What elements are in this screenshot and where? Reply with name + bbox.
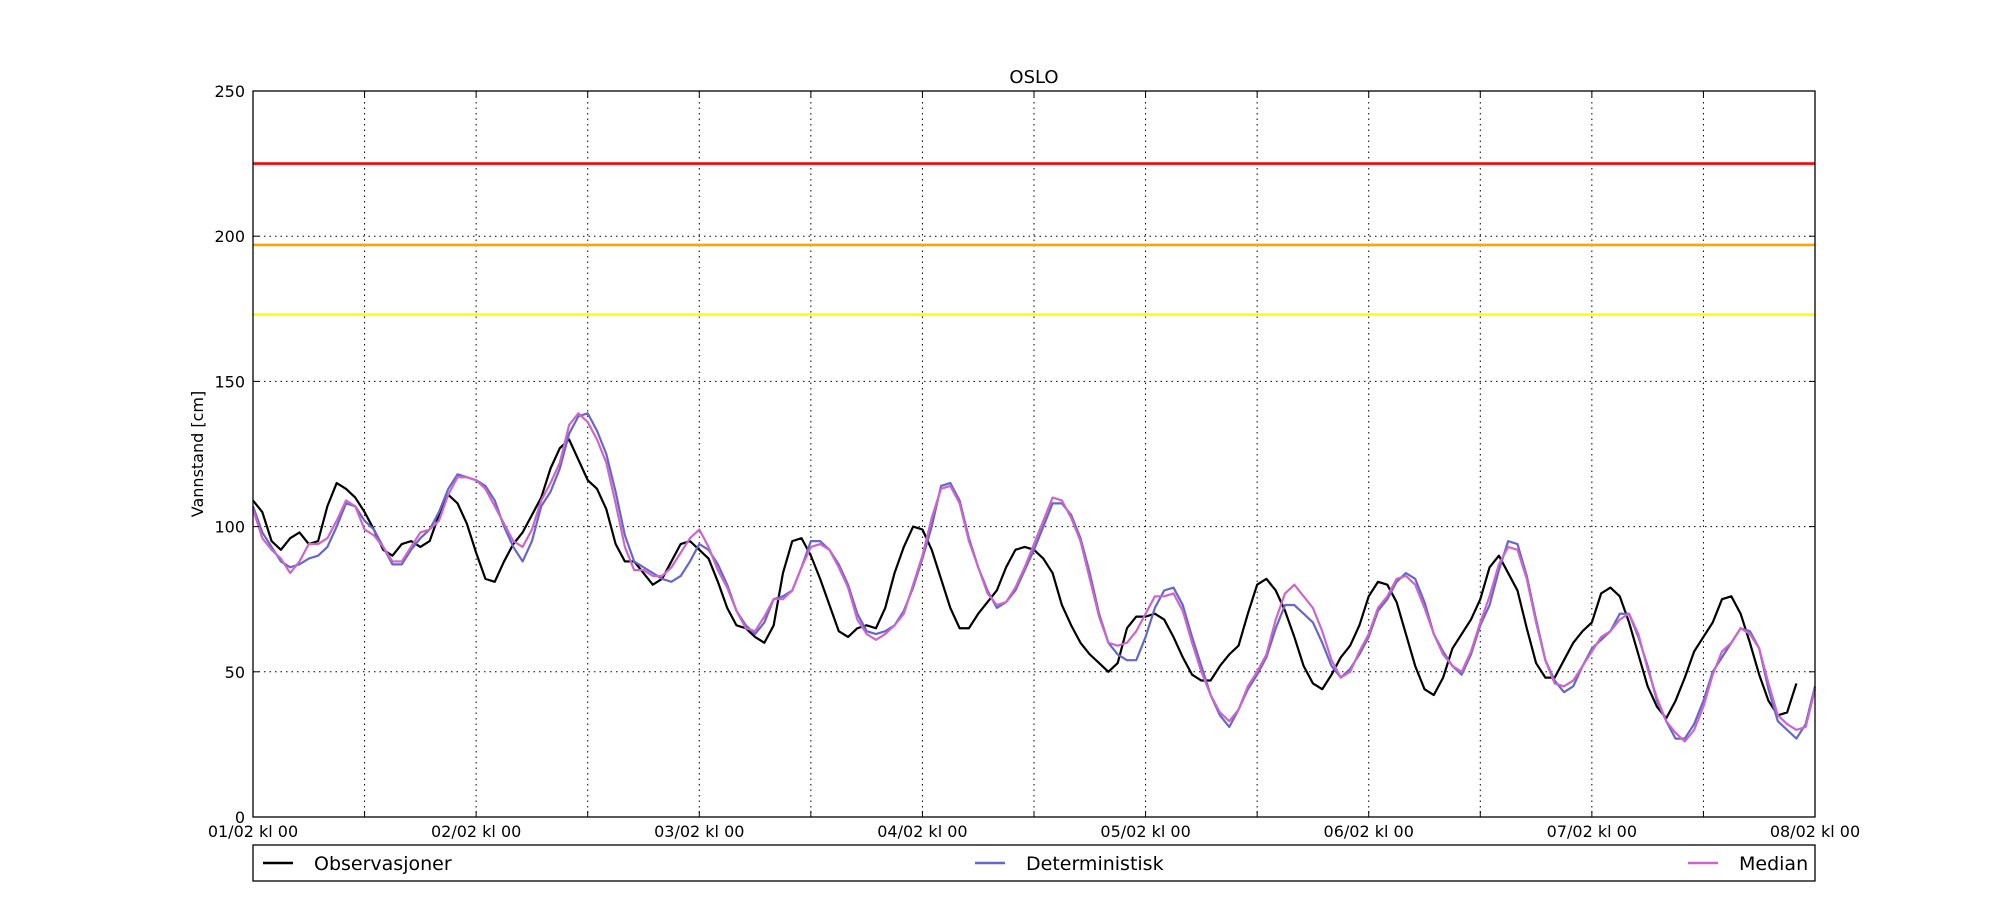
grid-lines [253, 91, 1815, 817]
series-lines [251, 412, 1817, 743]
x-tick-label: 05/02 kl 00 [1100, 822, 1190, 841]
y-tick-label: 50 [225, 663, 245, 682]
series-line-observasjoner [252, 438, 1798, 720]
x-tick-label: 07/02 kl 00 [1547, 822, 1637, 841]
y-axis: 0 50 100 150 200 250 [214, 82, 1815, 827]
legend-label: Median [1739, 853, 1808, 875]
legend-frame [252, 844, 1816, 882]
x-tick-label: 08/02 kl 00 [1770, 822, 1860, 841]
legend: Observasjoner Deterministisk Median [252, 844, 1816, 882]
x-tick-label: 03/02 kl 00 [654, 822, 744, 841]
chart-title: OSLO [1009, 67, 1058, 88]
y-tick-label: 0 [235, 808, 245, 827]
legend-label: Observasjoner [314, 853, 452, 875]
x-tick-label: 04/02 kl 00 [877, 822, 967, 841]
x-tick-label: 06/02 kl 00 [1324, 822, 1414, 841]
y-tick-label: 150 [214, 372, 245, 391]
y-tick-label: 100 [214, 518, 245, 537]
x-tick-label: 01/02 kl 00 [208, 822, 298, 841]
x-tick-label: 02/02 kl 00 [431, 822, 521, 841]
threshold-lines [253, 162, 1815, 316]
legend-label: Deterministisk [1026, 853, 1164, 875]
y-axis-label: Vannstand [cm] [188, 391, 207, 517]
y-tick-label: 200 [214, 227, 245, 246]
y-tick-label: 250 [214, 82, 245, 101]
series-line-median [251, 412, 1817, 743]
x-axis: 01/02 kl 00 02/02 kl 00 03/02 kl 00 04/02 k… [208, 91, 1860, 841]
